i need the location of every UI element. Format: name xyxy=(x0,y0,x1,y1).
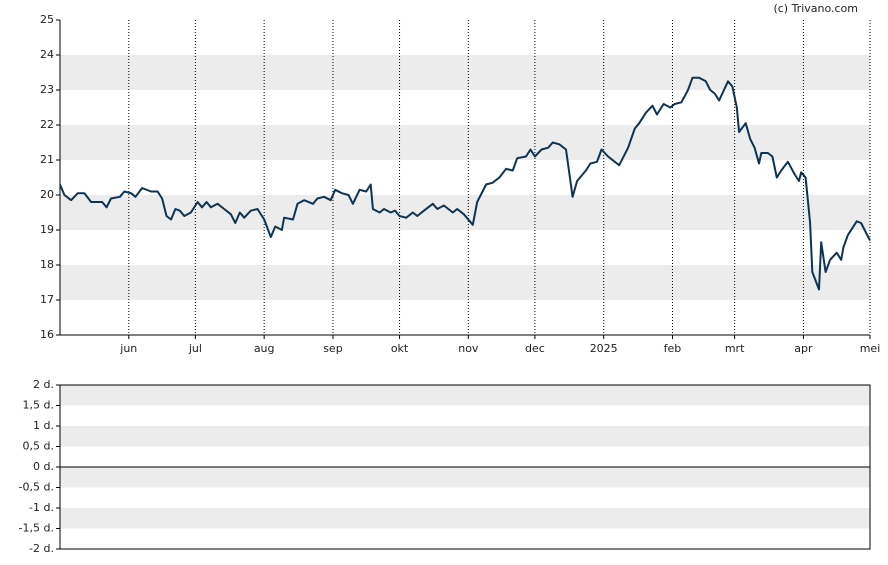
x-tick-label: jul xyxy=(188,342,202,355)
y-tick-label: 17 xyxy=(40,293,54,306)
y-tick-label: -2 d. xyxy=(29,542,54,555)
y-tick-label: -1,5 d. xyxy=(19,522,54,535)
x-tick-label: feb xyxy=(664,342,682,355)
x-tick-label: sep xyxy=(323,342,342,355)
y-tick-label: 1,5 d. xyxy=(23,399,54,412)
grid-band xyxy=(60,385,870,406)
x-tick-label: jun xyxy=(119,342,137,355)
price-line xyxy=(59,76,871,291)
y-tick-label: 24 xyxy=(40,48,54,61)
grid-band xyxy=(60,467,870,488)
x-tick-label: mei xyxy=(860,342,881,355)
y-tick-label: 16 xyxy=(40,328,54,341)
y-tick-label: 20 xyxy=(40,188,54,201)
y-tick-label: -1 d. xyxy=(29,501,54,514)
x-tick-label: okt xyxy=(391,342,409,355)
y-tick-label: 0 d. xyxy=(33,460,54,473)
y-tick-label: 1 d. xyxy=(33,419,54,432)
plot-frame xyxy=(59,384,871,550)
y-tick-label: 18 xyxy=(40,258,54,271)
x-tick-label: mrt xyxy=(725,342,745,355)
y-tick-label: 23 xyxy=(40,83,54,96)
y-tick-label: 22 xyxy=(40,118,54,131)
y-tick-label: 0,5 d. xyxy=(23,440,54,453)
y-tick-label: -0,5 d. xyxy=(19,481,54,494)
x-tick-label: 2025 xyxy=(590,342,618,355)
y-tick-label: 19 xyxy=(40,223,54,236)
y-tick-label: 25 xyxy=(40,13,54,26)
x-tick-label: nov xyxy=(458,342,479,355)
x-tick-label: aug xyxy=(254,342,275,355)
y-tick-label: 21 xyxy=(40,153,54,166)
y-tick-label: 2 d. xyxy=(33,378,54,391)
grid-band xyxy=(60,125,870,160)
grid-band xyxy=(60,508,870,529)
watermark: (c) Trivano.com xyxy=(773,2,858,15)
x-tick-label: dec xyxy=(525,342,545,355)
grid-band xyxy=(60,265,870,300)
grid-band xyxy=(60,55,870,90)
grid-band xyxy=(60,426,870,447)
x-tick-label: apr xyxy=(794,342,813,355)
